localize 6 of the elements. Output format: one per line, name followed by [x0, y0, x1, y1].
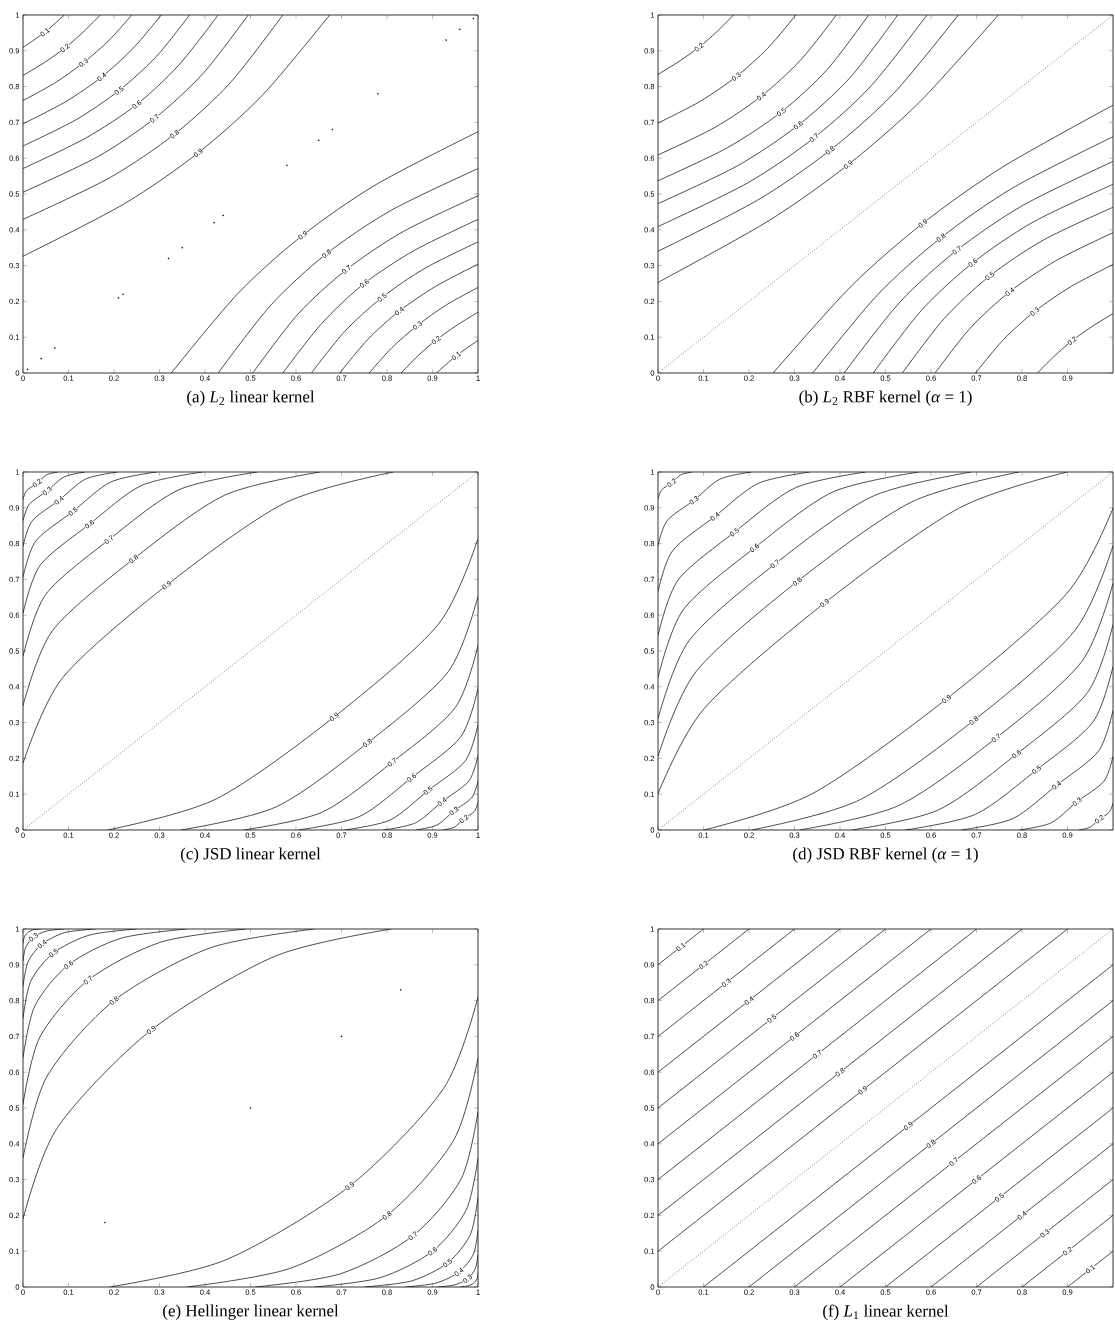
text: (e) Hellinger linear kernel [163, 1304, 339, 1320]
text: (b) L$_{2}$ RBF kernel (α = 1) [799, 390, 972, 406]
text: (f) L$_{1}$ linear kernel [823, 1304, 949, 1321]
text: (d) JSD RBF kernel (α = 1) [793, 847, 978, 863]
text: (c) JSD linear kernel [180, 847, 321, 863]
text: (a) L$_{2}$ linear kernel [187, 390, 315, 406]
